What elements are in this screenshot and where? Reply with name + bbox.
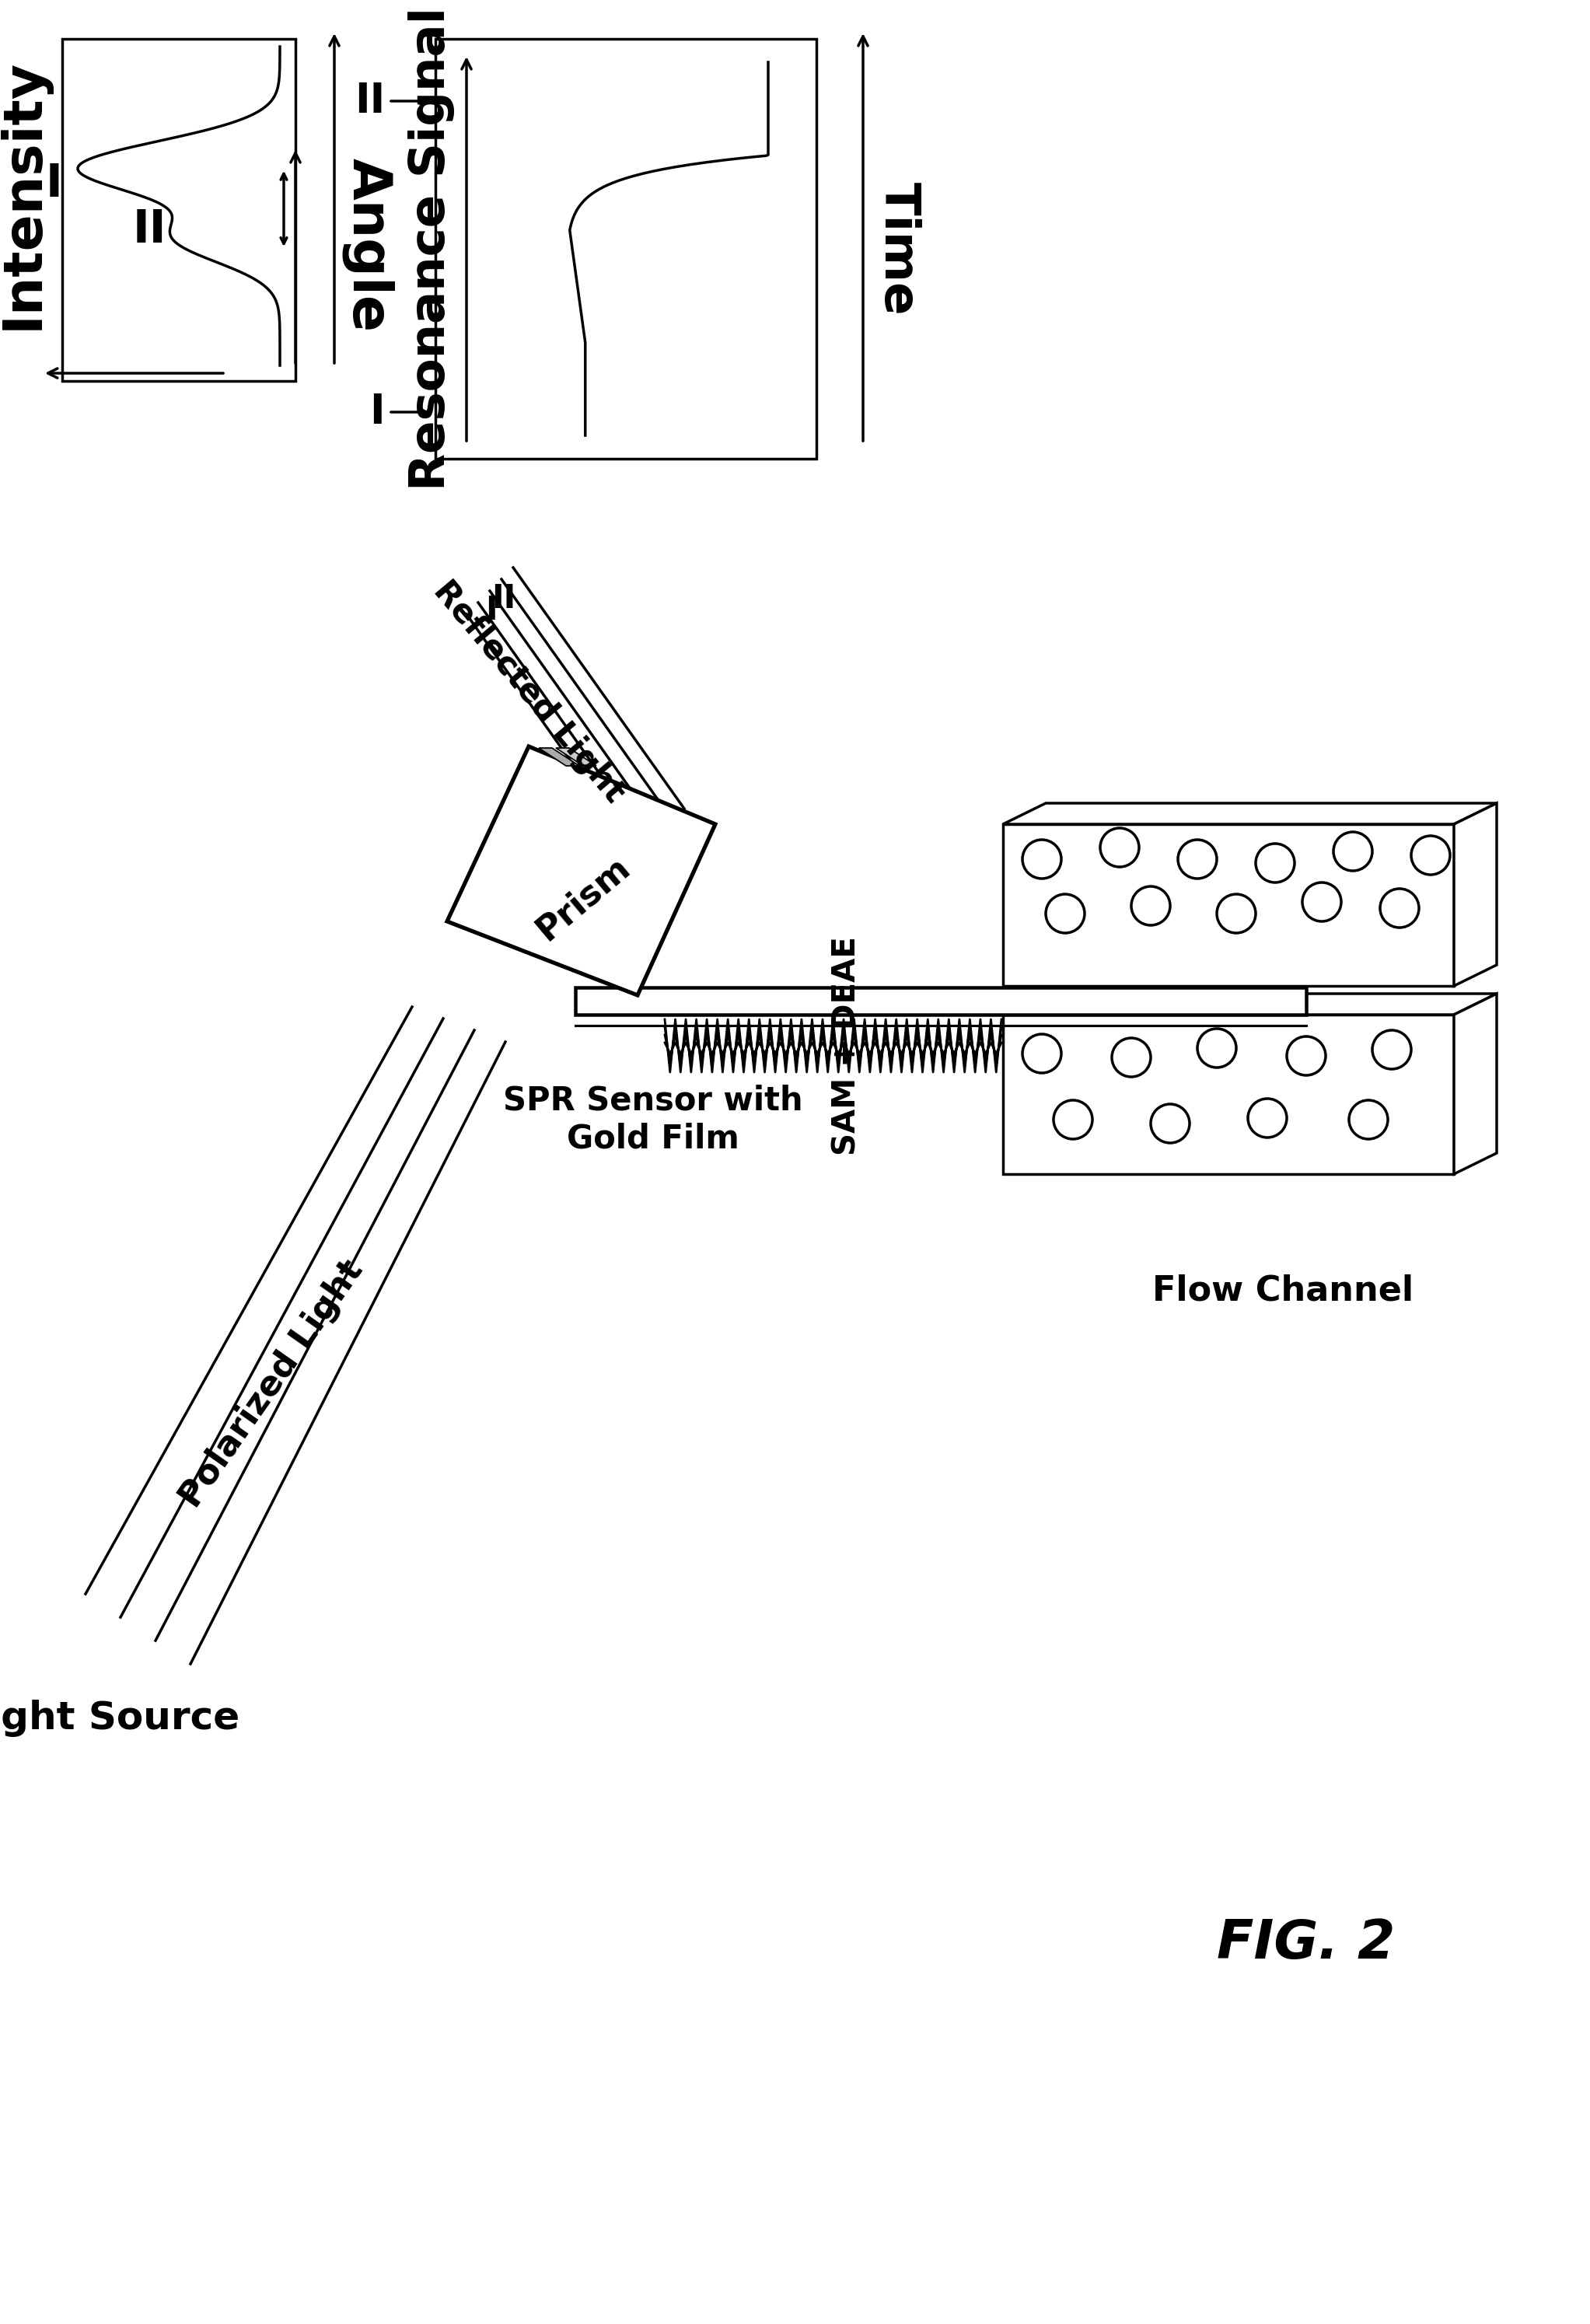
- Text: I: I: [45, 163, 62, 207]
- Polygon shape: [436, 40, 816, 458]
- Text: II: II: [132, 207, 165, 251]
- Polygon shape: [556, 748, 596, 767]
- Circle shape: [1380, 888, 1418, 927]
- Polygon shape: [539, 748, 579, 767]
- Circle shape: [1256, 844, 1294, 883]
- Circle shape: [1248, 1099, 1286, 1136]
- Text: Reflected Light: Reflected Light: [426, 574, 631, 809]
- Circle shape: [1046, 895, 1084, 932]
- Text: Resonance Signal: Resonance Signal: [409, 7, 455, 490]
- Circle shape: [1412, 837, 1450, 874]
- Text: I: I: [485, 595, 498, 627]
- Text: Angle: Angle: [342, 158, 394, 332]
- Circle shape: [1100, 827, 1138, 867]
- Polygon shape: [62, 40, 296, 381]
- Text: Light Source: Light Source: [0, 1699, 240, 1736]
- Circle shape: [1216, 895, 1256, 932]
- Text: II: II: [491, 583, 517, 616]
- Text: I: I: [369, 393, 385, 432]
- Circle shape: [1178, 839, 1216, 878]
- Circle shape: [1334, 832, 1372, 872]
- Polygon shape: [1453, 804, 1496, 985]
- Circle shape: [1197, 1030, 1237, 1067]
- Circle shape: [1302, 883, 1342, 920]
- Text: Time: Time: [874, 181, 921, 316]
- Text: FIG. 2: FIG. 2: [1216, 1917, 1396, 1971]
- Circle shape: [1130, 885, 1170, 925]
- Text: Polarized Light: Polarized Light: [175, 1255, 370, 1513]
- Text: Intensity: Intensity: [0, 58, 49, 330]
- Text: SAM + DEAE: SAM + DEAE: [832, 937, 863, 1155]
- Circle shape: [1022, 839, 1061, 878]
- Polygon shape: [576, 988, 1307, 1016]
- Polygon shape: [1003, 825, 1453, 985]
- Circle shape: [1022, 1034, 1061, 1074]
- Circle shape: [1372, 1030, 1412, 1069]
- Polygon shape: [1453, 995, 1496, 1174]
- Polygon shape: [1003, 1016, 1453, 1174]
- Circle shape: [1348, 1099, 1388, 1139]
- Text: Flow Channel: Flow Channel: [1153, 1274, 1414, 1308]
- Text: SPR Sensor with
Gold Film: SPR Sensor with Gold Film: [502, 1085, 803, 1155]
- Circle shape: [1151, 1104, 1189, 1143]
- Circle shape: [1111, 1039, 1151, 1076]
- Polygon shape: [1003, 804, 1496, 825]
- Circle shape: [1054, 1099, 1092, 1139]
- Circle shape: [1286, 1037, 1326, 1076]
- Text: Prism: Prism: [529, 851, 636, 946]
- Text: II: II: [355, 81, 385, 121]
- Polygon shape: [447, 746, 716, 995]
- Polygon shape: [1003, 995, 1496, 1016]
